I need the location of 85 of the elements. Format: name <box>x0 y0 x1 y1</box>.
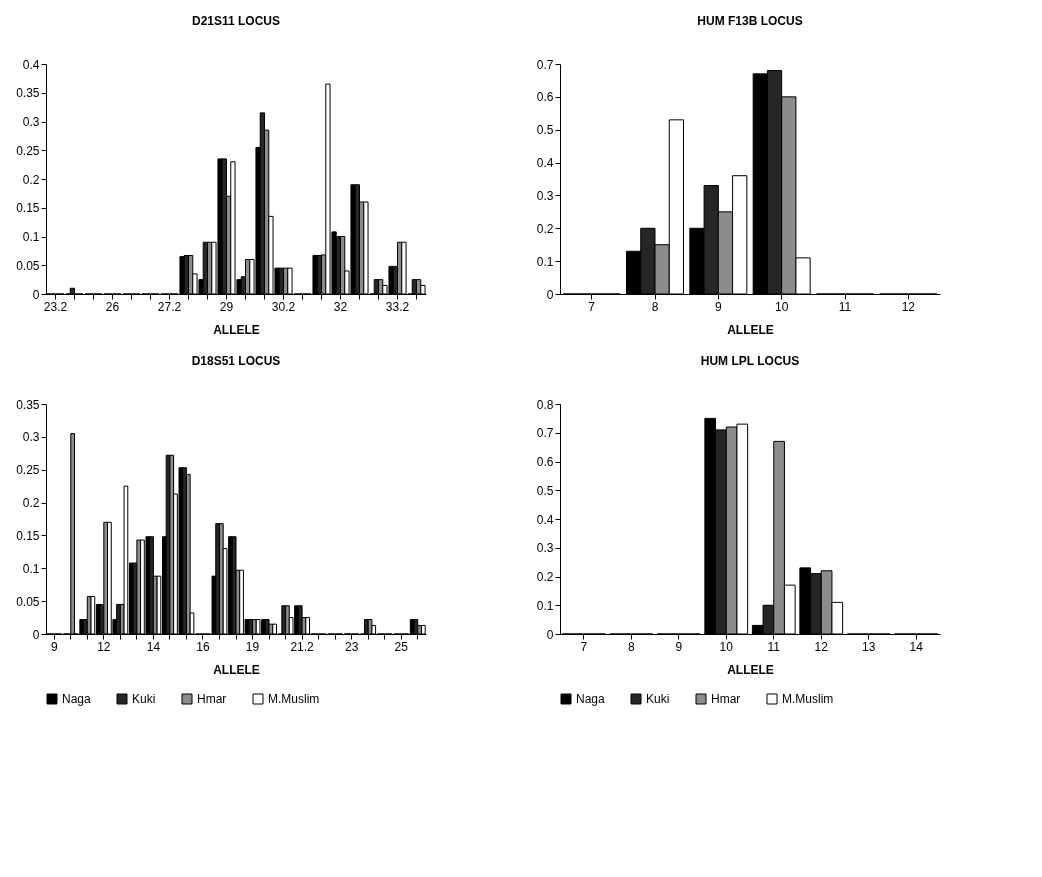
x-tick-label: 8 <box>627 639 635 654</box>
x-tick-label: 25 <box>394 639 409 654</box>
x-tick-label: 11 <box>838 299 852 314</box>
x-tick-label: 12 <box>901 299 916 314</box>
y-tick-label: 0 <box>546 627 554 642</box>
x-tick-label: 14 <box>146 639 161 654</box>
x-tick-label: 7 <box>588 299 596 314</box>
bar <box>239 569 244 635</box>
x-tick-label: 23 <box>344 639 359 654</box>
x-tick-label: 10 <box>774 299 789 314</box>
y-tick-label: 0.05 <box>16 594 40 609</box>
bar <box>149 536 154 635</box>
y-tick-label: 0.3 <box>22 430 40 445</box>
x-tick-label: 9 <box>675 639 683 654</box>
legend-label: M.Muslim <box>268 692 320 706</box>
x-tick-label: 9 <box>714 299 722 314</box>
legend-label: Hmar <box>711 692 741 706</box>
x-tick-label: 13 <box>862 639 876 654</box>
y-tick-label: 0.2 <box>22 496 40 511</box>
x-tick-label: 16 <box>196 639 210 654</box>
y-tick-label: 0.15 <box>16 528 40 543</box>
chart-title: D21S11 LOCUS <box>191 14 281 28</box>
y-tick-label: 0.25 <box>16 143 40 158</box>
x-axis-title: ALLELE <box>727 322 774 337</box>
y-tick-label: 0.05 <box>16 258 40 273</box>
y-tick-label: 0.4 <box>22 57 40 72</box>
y-tick-label: 0.4 <box>536 512 554 527</box>
x-tick-label: 27.2 <box>157 299 182 314</box>
y-tick-label: 0.35 <box>16 397 40 412</box>
legend-label: Hmar <box>197 692 227 706</box>
y-tick-label: 0.6 <box>536 455 554 469</box>
x-tick-label: 30.2 <box>271 299 296 314</box>
x-axis-title: ALLELE <box>727 662 774 677</box>
chart-title: HUM F13B LOCUS <box>697 14 803 28</box>
y-tick-label: 0.1 <box>22 230 40 244</box>
y-tick-label: 0.5 <box>536 483 554 498</box>
y-tick-label: 0.3 <box>22 115 40 129</box>
chart-title: D18S51 LOCUS <box>191 354 281 368</box>
y-tick-label: 0.2 <box>536 221 554 236</box>
legend-label: Kuki <box>646 692 670 706</box>
x-tick-label: 19 <box>245 639 260 654</box>
x-tick-label: 26 <box>105 299 120 314</box>
y-tick-label: 0.15 <box>16 201 40 216</box>
x-tick-label: 11 <box>767 639 781 654</box>
y-tick-label: 0.6 <box>536 90 554 105</box>
y-tick-label: 0.4 <box>536 156 554 171</box>
bar <box>255 619 261 635</box>
y-tick-label: 0.35 <box>16 86 40 101</box>
y-tick-label: 0 <box>32 627 40 642</box>
x-tick-label: 33.2 <box>385 299 410 314</box>
chart-title: HUM LPL LOCUS <box>700 354 800 368</box>
y-tick-label: 0.1 <box>22 561 40 576</box>
x-tick-label: 8 <box>651 299 659 314</box>
y-tick-label: 0.25 <box>16 463 40 478</box>
x-axis-title: ALLELE <box>213 662 260 677</box>
y-tick-label: 0.2 <box>22 172 40 187</box>
x-axis-title: ALLELE <box>213 322 260 337</box>
bar <box>413 619 419 635</box>
x-tick-label: 7 <box>580 639 588 654</box>
y-tick-label: 0.1 <box>536 254 554 269</box>
y-tick-label: 0.3 <box>536 541 554 556</box>
x-tick-label: 12 <box>97 639 111 654</box>
x-tick-label: 9 <box>50 639 58 654</box>
y-tick-label: 0.5 <box>536 123 554 138</box>
legend-label: Kuki <box>132 692 156 706</box>
y-tick-label: 0.7 <box>536 426 554 441</box>
x-tick-label: 23.2 <box>43 299 68 314</box>
x-tick-label: 32 <box>333 299 348 314</box>
x-tick-label: 14 <box>909 639 924 654</box>
legend-label: M.Muslim <box>782 692 834 706</box>
y-tick-label: 0 <box>546 287 554 302</box>
bar <box>140 539 145 635</box>
bar <box>107 521 112 635</box>
x-tick-label: 29 <box>219 299 234 314</box>
legend-label: Naga <box>62 692 92 706</box>
x-tick-label: 12 <box>814 639 829 654</box>
y-tick-label: 0.1 <box>536 598 554 613</box>
y-tick-label: 0 <box>32 287 40 302</box>
y-tick-label: 0.8 <box>536 397 554 412</box>
y-tick-label: 0.3 <box>536 188 554 203</box>
x-tick-label: 21.2 <box>290 639 315 654</box>
legend-label: Naga <box>576 692 606 706</box>
y-tick-label: 0.7 <box>536 57 554 72</box>
x-tick-label: 10 <box>719 639 734 654</box>
y-tick-label: 0.2 <box>536 570 554 584</box>
